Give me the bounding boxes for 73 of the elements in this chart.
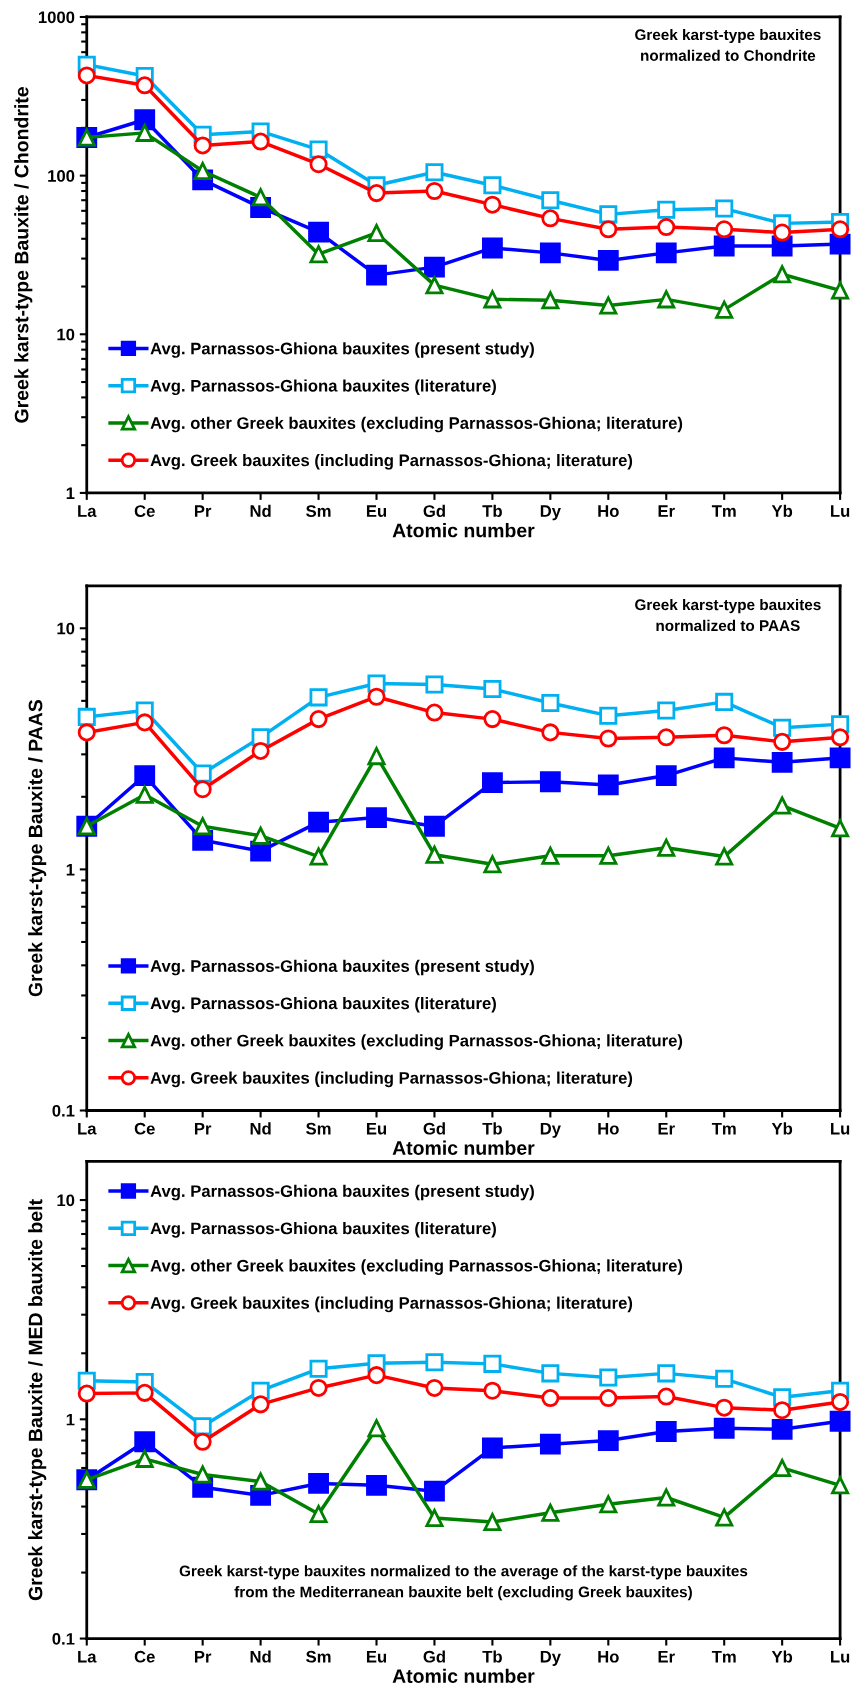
y-tick-label: 1 (66, 1413, 75, 1426)
legend-label: Avg. Parnassos-Ghiona bauxites (literature) (150, 1222, 496, 1238)
y-tick-label: 0.1 (52, 1632, 75, 1645)
x-tick-label: Er (658, 1650, 675, 1663)
x-tick-label: Tm (711, 1650, 736, 1663)
x-tick-label: Lu (831, 505, 850, 517)
x-axis-title: Atomic number (392, 1140, 535, 1155)
y-tick-label: 0.1 (52, 1104, 75, 1117)
annotation: Greek karst-type bauxites normalized to PAAS (635, 598, 821, 632)
x-tick-label: Pr (194, 1650, 212, 1663)
annotation: Greek karst-type bauxites normalized to the average of the karst-type bauxites from the Mediterranean bauxite belt (excluding Greek bauxites) (179, 1565, 748, 1601)
y-axis-title: Greek karst-type Bauxite / Chondrite (14, 87, 33, 423)
x-axis-title: Atomic number (392, 523, 535, 538)
x-tick-label: Ce (134, 1650, 155, 1663)
x-tick-label: Tm (711, 1122, 736, 1135)
x-tick-label: Eu (366, 1650, 387, 1663)
x-tick-label: Ho (598, 1650, 619, 1663)
x-tick-label: Gd (423, 1122, 445, 1135)
x-tick-label: Tb (482, 1122, 502, 1135)
x-tick-label: Yb (771, 1122, 793, 1135)
y-axis-title: Greek karst-type Bauxite / PAAS (28, 699, 47, 997)
x-axis-title: Atomic number (392, 1668, 535, 1683)
y-tick-label: 10 (57, 622, 75, 635)
x-tick-label: Er (658, 1122, 675, 1135)
x-tick-label: Pr (194, 1122, 212, 1135)
x-tick-label: Ce (134, 505, 155, 517)
x-tick-label: Dy (540, 1650, 561, 1666)
x-tick-label: Er (658, 505, 675, 517)
y-tick-label: 10 (57, 1194, 75, 1207)
x-tick-label: Lu (831, 1122, 850, 1135)
y-tick-label: 10 (57, 328, 75, 341)
annotation: Greek karst-type bauxites normalized to Chondrite (635, 28, 821, 61)
x-tick-label: Lu (831, 1650, 850, 1663)
x-tick-label: Gd (423, 1650, 445, 1663)
legend-label: Avg. Greek bauxites (including Parnassos-Ghiona; literature) (150, 453, 633, 470)
y-tick-label: 1000 (38, 11, 75, 24)
x-tick-label: Eu (366, 1122, 387, 1135)
x-tick-label: Ce (134, 1122, 155, 1135)
x-tick-label: Tb (482, 1650, 502, 1663)
legend-label: Avg. Parnassos-Ghiona bauxites (present study) (150, 959, 534, 976)
x-tick-label: La (78, 1122, 97, 1135)
legend-label: Avg. other Greek bauxites (excluding Parnassos-Ghiona; literature) (150, 1034, 683, 1050)
legend-label: Avg. Greek bauxites (including Parnassos-Ghiona; literature) (150, 1071, 633, 1088)
x-tick-label: Ho (598, 1122, 619, 1135)
x-tick-label: Gd (423, 504, 445, 517)
x-tick-label: La (78, 505, 97, 517)
legend-label: Avg. Parnassos-Ghiona bauxites (literature) (150, 997, 496, 1013)
x-tick-label: Tm (711, 505, 736, 517)
x-tick-label: Ho (598, 505, 619, 517)
x-tick-label: Pr (194, 505, 212, 517)
x-tick-label: Dy (540, 1122, 561, 1138)
x-tick-label: Yb (771, 504, 793, 517)
y-tick-label: 100 (48, 170, 75, 182)
legend-label: Avg. other Greek bauxites (excluding Parnassos-Ghiona; literature) (150, 1259, 683, 1275)
x-tick-label: Nd (250, 1122, 271, 1135)
x-tick-label: Yb (771, 1650, 793, 1663)
x-tick-label: Sm (306, 505, 331, 517)
legend-label: Avg. Parnassos-Ghiona bauxites (present study) (150, 342, 534, 358)
y-tick-label: 1 (66, 863, 75, 876)
x-tick-label: Tb (482, 504, 502, 517)
x-tick-label: Nd (250, 504, 271, 517)
y-axis-title: Greek karst-type Bauxite / MED bauxite belt (28, 1199, 47, 1601)
legend-label: Avg. other Greek bauxites (excluding Parnassos-Ghiona; literature) (150, 416, 683, 433)
x-tick-label: Sm (306, 1650, 331, 1663)
x-tick-label: Dy (540, 505, 561, 521)
x-tick-label: Eu (366, 505, 387, 517)
x-tick-label: La (78, 1650, 97, 1663)
x-tick-label: Nd (250, 1650, 271, 1663)
legend-label: Avg. Parnassos-Ghiona bauxites (present study) (150, 1184, 534, 1201)
x-tick-label: Sm (306, 1122, 331, 1135)
legend-label: Avg. Greek bauxites (including Parnassos-Ghiona; literature) (150, 1296, 633, 1313)
y-tick-label: 1 (66, 487, 75, 499)
legend-label: Avg. Parnassos-Ghiona bauxites (literature) (150, 379, 496, 396)
